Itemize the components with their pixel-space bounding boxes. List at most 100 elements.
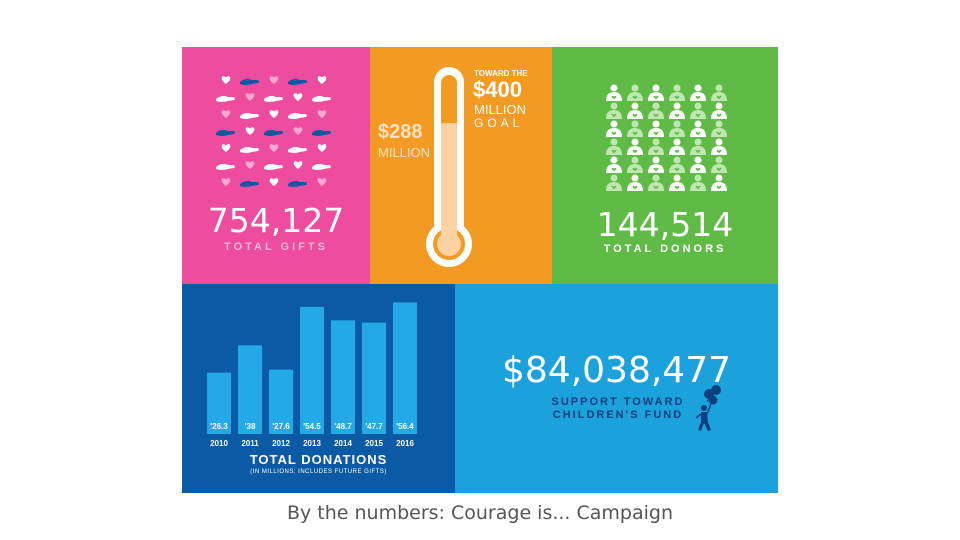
heart-icon [317,110,327,118]
donor-icon [669,156,685,173]
support-value: $84,038,477 [501,350,732,391]
donor-icon [627,138,643,155]
donor-icon [669,174,685,191]
hand-icon [240,78,259,85]
total-donors-value: 144,514 [596,205,734,244]
bar-2013 [300,306,324,434]
support-line1: SUPPORT TOWARD [551,396,685,408]
heart-icon [245,161,255,169]
bar-value-label: '38 [245,422,256,431]
bar-category-label: 2010 [210,439,228,448]
bar-value-label: '47.7 [365,422,383,431]
bar-value-label: '48.7 [334,422,352,431]
heart-icon [293,93,303,101]
donor-icon [711,174,727,191]
donor-icon [627,84,643,101]
bar-2011 [238,345,262,434]
donor-icon [648,174,664,191]
donor-icon [690,84,706,101]
hand-icon [288,112,307,119]
donor-icon [627,102,643,119]
hand-icon [312,163,331,170]
heart-icon [269,144,279,152]
hand-icon [288,78,307,85]
bar-category-label: 2015 [365,439,383,448]
hand-icon [312,129,331,136]
goal-word: GOAL [474,116,524,130]
raised-amount: $288 [378,121,423,143]
bar-category-label: 2012 [272,439,290,448]
hand-icon [264,95,283,102]
campaign-goal-panel: $288 MILLION TOWARD THE $400 MILLION GOA… [370,47,552,284]
hand-icon [264,163,283,170]
bar-value-label: '54.5 [303,422,321,431]
chart-subtitle: (IN MILLIONS; INCLUDES FUTURE GIFTS) [250,469,387,475]
donor-icon [648,102,664,119]
donor-icon [669,138,685,155]
hand-icon [312,95,331,102]
total-donations-chart-panel: '26.3 2010 '38 2011 '27.6 2012 '54.5 2013 '48.7 2… [182,284,455,493]
heart-icon [317,76,327,84]
heart-icon [317,144,327,152]
hand-icon [240,180,259,187]
donor-icon [669,120,685,137]
chart-title: TOTAL DONATIONS [249,452,388,467]
toward-text: TOWARD THE [474,69,528,78]
heart-icon [245,93,255,101]
bar-category-label: 2016 [396,439,414,448]
donor-icon [711,138,727,155]
thermometer-fill [441,123,457,247]
thermometer-icon [426,67,472,267]
donor-icon [648,84,664,101]
hand-icon [216,129,235,136]
donor-icon [669,84,685,101]
donor-icon [606,120,622,137]
bar-2014 [331,320,355,434]
donor-icon [648,138,664,155]
heart-icon [269,76,279,84]
donor-icon [606,156,622,173]
heart-icon [221,76,231,84]
thermometer-bulb [437,232,461,256]
bar-2010 [207,372,231,434]
child-with-balloons-icon [695,385,721,431]
hand-icon [288,180,307,187]
heart-icon [293,127,303,135]
total-donors-panel: 144,514 TOTAL DONORS [552,47,778,284]
childrens-fund-panel: $84,038,477 SUPPORT TOWARD CHILDREN'S FU… [455,284,778,493]
donor-people-icon-grid [606,84,727,191]
bar-2012 [269,369,293,434]
donor-icon [690,120,706,137]
total-gifts-value: 754,127 [207,201,345,240]
hand-icon [216,95,235,102]
bar-category-label: 2014 [334,439,352,448]
donor-icon [606,102,622,119]
heart-icon [221,144,231,152]
donor-icon [606,138,622,155]
donor-icon [690,156,706,173]
hand-icon [288,146,307,153]
infographic-caption: By the numbers: Courage is... Campaign [286,502,674,524]
donor-icon [669,102,685,119]
heart-icon [221,178,231,186]
heart-hand-icon-grid [216,76,331,187]
bar-value-label: '56.4 [396,422,414,431]
heart-icon [317,178,327,186]
donor-icon [648,120,664,137]
donor-icon [627,120,643,137]
hand-icon [264,129,283,136]
heart-icon [245,127,255,135]
donor-icon [606,84,622,101]
heart-icon [293,161,303,169]
donor-icon [648,156,664,173]
donor-icon [627,174,643,191]
donor-icon [690,138,706,155]
donor-icon [690,174,706,191]
donor-icon [711,156,727,173]
raised-unit: MILLION [378,145,431,160]
bar-value-label: '26.3 [210,422,228,431]
total-gifts-label: TOTAL GIFTS [224,241,328,253]
bar-category-label: 2011 [241,439,259,448]
hand-icon [240,112,259,119]
total-donors-label: TOTAL DONORS [603,243,727,255]
